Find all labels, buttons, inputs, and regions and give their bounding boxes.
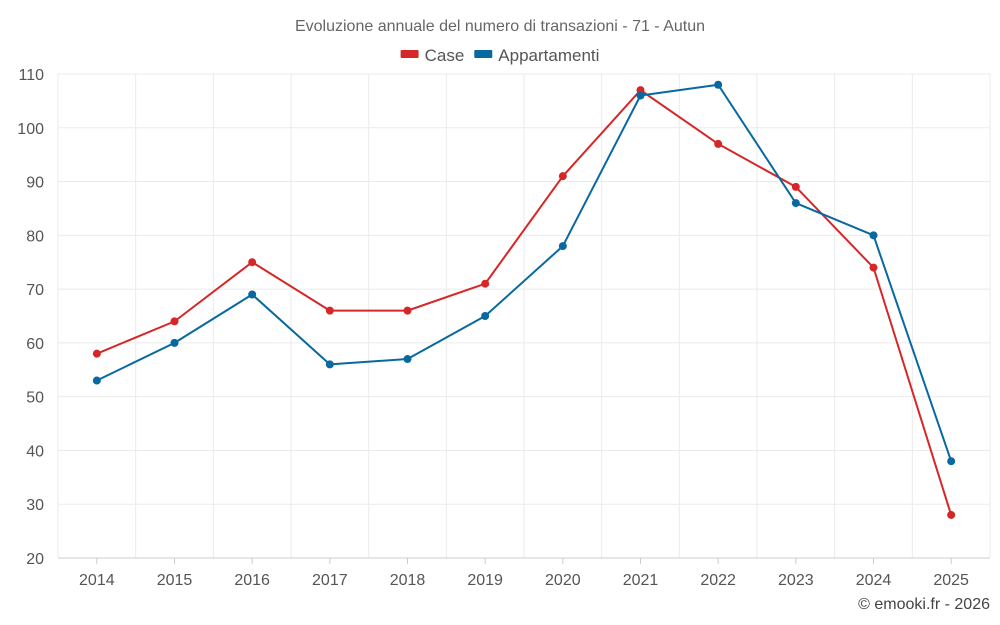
data-point: [248, 258, 257, 267]
y-tick-label: 20: [26, 551, 44, 568]
data-point: [170, 338, 179, 347]
data-point: [869, 231, 878, 240]
x-tick-label: 2014: [79, 572, 115, 589]
y-tick-label: 70: [26, 282, 44, 299]
y-tick-label: 90: [26, 175, 44, 192]
x-tick-label: 2025: [933, 572, 969, 589]
x-tick-label: 2024: [856, 572, 892, 589]
data-point: [403, 306, 412, 315]
legend-label: Appartamenti: [498, 46, 599, 65]
data-point: [170, 317, 179, 326]
x-tick-label: 2023: [778, 572, 814, 589]
data-point: [403, 355, 412, 364]
data-point: [869, 263, 878, 272]
data-point: [325, 306, 334, 315]
x-tick-label: 2018: [390, 572, 426, 589]
legend: Case Appartamenti: [400, 46, 599, 65]
x-tick-label: 2020: [545, 572, 581, 589]
x-tick-label: 2019: [467, 572, 503, 589]
y-tick-label: 60: [26, 336, 44, 353]
chart-title: Evoluzione annuale del numero di transaz…: [295, 18, 705, 35]
series-line-case: [96, 89, 953, 516]
series-line-appartamenti: [96, 83, 953, 462]
x-tick-label: 2022: [700, 572, 736, 589]
data-point: [558, 242, 567, 251]
y-tick-label: 30: [26, 497, 44, 514]
data-point: [947, 457, 956, 466]
x-tick-label: 2016: [234, 572, 270, 589]
data-point: [947, 510, 956, 519]
y-tick-label: 80: [26, 228, 44, 245]
legend-swatch: [400, 50, 419, 58]
data-point: [791, 199, 800, 208]
axes: 20 30 40 50 60 70 80 90 100 110 2014 2015 2016 2017 20…: [17, 67, 990, 589]
legend-swatch: [474, 50, 493, 58]
y-tick-label: 50: [26, 390, 44, 407]
data-point: [92, 376, 101, 385]
data-point: [714, 80, 723, 89]
x-tick-label: 2021: [623, 572, 659, 589]
y-tick-label: 100: [17, 121, 44, 138]
credit-text: © emooki.fr - 2026: [858, 596, 990, 613]
x-tick-label: 2015: [157, 572, 193, 589]
data-point: [248, 290, 257, 299]
data-point: [325, 360, 334, 369]
legend-label: Case: [425, 46, 465, 65]
y-tick-label: 110: [18, 67, 44, 84]
data-point: [481, 312, 490, 320]
y-tick-label: 40: [26, 443, 44, 460]
data-point: [481, 279, 490, 288]
series-group: [92, 80, 956, 519]
x-tick-label: 2017: [312, 572, 348, 589]
data-point: [636, 91, 645, 100]
data-point: [714, 139, 723, 148]
grid: [57, 73, 991, 559]
data-point: [558, 172, 567, 181]
data-point: [791, 182, 800, 191]
data-point: [92, 349, 101, 358]
